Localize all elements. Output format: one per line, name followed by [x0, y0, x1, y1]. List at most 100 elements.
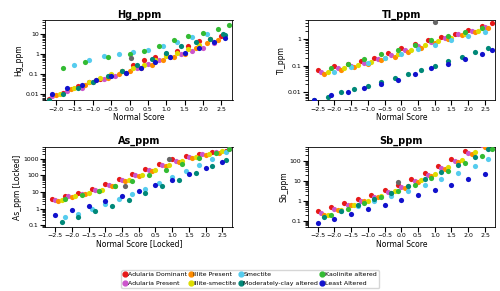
Point [144, 47, 152, 52]
Point [114, 72, 122, 77]
Point [142, 166, 150, 171]
Point [136, 66, 144, 71]
Point [390, 54, 398, 59]
Point [145, 173, 153, 178]
Point [180, 51, 188, 56]
Point [364, 60, 372, 65]
Point [448, 157, 456, 162]
Point [91, 188, 99, 192]
Point [347, 63, 355, 68]
Point [347, 65, 355, 69]
Point [394, 77, 402, 82]
Point [461, 29, 469, 34]
Point [327, 93, 335, 97]
X-axis label: Normal Score: Normal Score [376, 113, 427, 122]
Point [410, 182, 418, 187]
Point [330, 216, 338, 221]
Point [327, 213, 335, 217]
Point [60, 91, 68, 95]
Point [364, 198, 372, 203]
Point [354, 197, 362, 202]
Point [135, 188, 143, 193]
Point [471, 50, 479, 55]
Point [438, 35, 446, 39]
Point [320, 213, 328, 217]
Point [218, 160, 226, 165]
Point [334, 66, 342, 71]
Y-axis label: Sb_ppm: Sb_ppm [279, 172, 288, 202]
Point [195, 156, 203, 160]
Point [461, 32, 469, 37]
Point [464, 34, 472, 38]
Point [122, 179, 130, 183]
Point [350, 87, 358, 92]
Point [334, 208, 342, 212]
Point [158, 163, 166, 168]
Point [122, 70, 130, 75]
Point [357, 59, 365, 63]
Point [168, 157, 176, 162]
Point [158, 58, 166, 63]
Point [408, 47, 416, 52]
Point [178, 158, 186, 163]
Point [444, 37, 452, 41]
Point [48, 94, 56, 99]
Point [140, 63, 148, 67]
Point [68, 208, 76, 213]
Point [420, 171, 428, 175]
Point [168, 177, 176, 182]
Point [128, 172, 136, 176]
Point [199, 31, 207, 35]
Point [44, 97, 52, 101]
Point [387, 191, 395, 195]
Point [380, 202, 388, 207]
Point [448, 36, 456, 40]
Point [195, 163, 203, 167]
Point [478, 52, 486, 56]
Point [96, 77, 104, 81]
Point [63, 88, 71, 93]
Point [404, 184, 412, 189]
Point [225, 147, 233, 152]
Point [444, 59, 452, 63]
Point [145, 168, 153, 173]
Point [404, 71, 412, 76]
Point [140, 58, 148, 63]
Point [212, 150, 220, 155]
Point [107, 73, 115, 78]
Point [364, 61, 372, 66]
Point [118, 193, 126, 198]
Point [132, 173, 140, 178]
Point [81, 192, 89, 196]
Point [85, 80, 93, 85]
Point [400, 186, 408, 190]
Point [377, 194, 385, 199]
Point [166, 54, 174, 59]
Point [484, 147, 492, 152]
Point [129, 66, 137, 71]
Point [122, 184, 130, 189]
Point [360, 60, 368, 65]
Point [394, 180, 402, 184]
Point [215, 150, 223, 155]
Point [424, 38, 432, 42]
Point [177, 44, 185, 49]
Point [198, 152, 206, 157]
Point [488, 47, 496, 52]
Point [188, 49, 196, 54]
Point [129, 50, 137, 54]
Point [330, 69, 338, 74]
Point [175, 159, 183, 164]
Point [192, 154, 200, 159]
Point [96, 75, 104, 80]
Legend: Adularia Dominant, Adularia Present, Illite Present, Illite-smectite, Smectite, : Adularia Dominant, Adularia Present, Ill… [121, 270, 379, 288]
Point [152, 168, 160, 173]
Point [108, 203, 116, 208]
Point [124, 178, 132, 183]
Point [464, 151, 472, 155]
Point [364, 207, 372, 212]
Point [418, 45, 426, 50]
Point [114, 196, 122, 201]
Point [112, 184, 120, 189]
Point [205, 151, 213, 156]
